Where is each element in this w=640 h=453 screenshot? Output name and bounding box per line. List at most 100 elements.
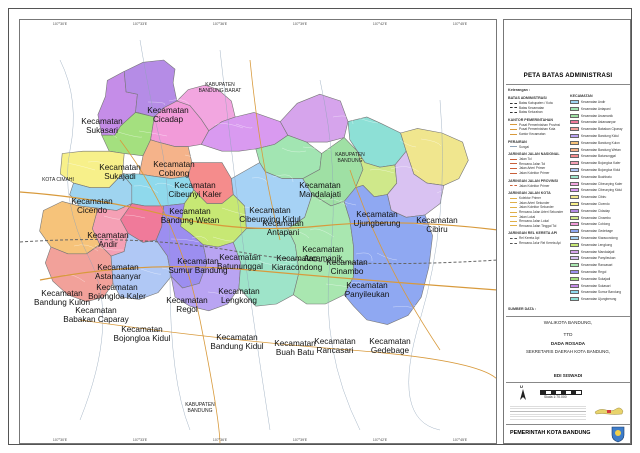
kecamatan-swatch-label: Kecamatan Cibeunying Kaler	[581, 181, 623, 186]
kelurahan-boundary	[242, 206, 272, 215]
kecamatan-word: Kecamatan	[276, 254, 318, 263]
kecamatan-label: Kecamatan Sukajadi	[99, 163, 140, 181]
kecamatan-word: Kecamatan	[326, 258, 368, 267]
kelurahan-boundary	[101, 327, 127, 332]
kecamatan-name: Sukasari	[86, 126, 118, 135]
kelurahan-boundary	[443, 275, 461, 284]
kecamatan-word: Kecamatan	[346, 281, 388, 290]
kecamatan-word: Kecamatan	[97, 263, 139, 272]
kecamatan-name: Bandung Wetan	[160, 216, 220, 225]
kecamatan-name: Cibiru	[426, 225, 448, 234]
kelurahan-boundary	[147, 101, 165, 106]
kelurahan-boundary	[369, 169, 395, 174]
legend-line-icon	[510, 225, 517, 227]
sekretaris-label: SEKRETARIS DAERAH KOTA BANDUNG,	[525, 349, 610, 354]
legend-row: Jalan Kolektor Sekunder	[510, 205, 554, 209]
coordinate-label: 107°45'E	[452, 22, 468, 26]
kecamatan-word: Kecamatan	[96, 283, 138, 292]
kecamatan-label: Kecamatan Regol	[166, 296, 207, 314]
kelurahan-boundary	[212, 236, 234, 242]
kelurahan-boundary	[339, 199, 357, 206]
kecamatan-name: Coblong	[158, 169, 190, 178]
legend-section-head: JARINGAN JALAN NASIONAL	[508, 152, 560, 157]
legend-line-icon	[510, 211, 517, 213]
kecamatan-name: Bandung Kidul	[210, 342, 264, 351]
map-sheet: 107°30'E 107°33'E 107°36'E 107°39'E 107°42'E…	[8, 8, 632, 445]
kecamatan-swatch-label: Kecamatan Panyileukan	[581, 256, 616, 261]
kecamatan-label: Kecamatan Bandung Kidul	[210, 333, 263, 351]
legend-line-icon	[510, 133, 517, 135]
kelurahan-boundary	[131, 295, 149, 306]
kelurahan-boundary	[221, 207, 247, 216]
external-region-label: KABUPATEN BANDUNG	[335, 152, 365, 164]
legend-panel: PETA BATAS ADMINISTRASI Keterangan : BAT…	[503, 19, 631, 444]
kecamatan-name: Antapani	[266, 228, 300, 237]
kelurahan-boundary	[94, 244, 124, 251]
kecamatan-swatch	[570, 297, 579, 302]
legend-row-label: Jalan Kolektor Primer	[519, 183, 550, 188]
legend-line-icon	[510, 129, 517, 131]
district-polygons	[39, 59, 483, 333]
kelurahan-boundary	[355, 252, 373, 262]
map-panel: 107°30'E 107°33'E 107°36'E 107°39'E 107°42'E…	[19, 19, 497, 444]
legend-row-label: Kolektor Primer	[519, 196, 541, 201]
kecamatan-word: Kecamatan	[369, 337, 411, 346]
river-line	[139, 39, 191, 431]
kelurahan-boundary	[66, 162, 96, 171]
kelurahan-boundary	[353, 115, 379, 124]
river-line	[59, 59, 104, 421]
legend-row: Jalan Arteri Sekunder	[510, 201, 549, 205]
kecamatan-swatch-label: Kecamatan Bandung Wetan	[581, 147, 621, 152]
kecamatan-word: Kecamatan	[41, 289, 83, 298]
kecamatan-swatch-label: Kecamatan Ujungberung	[581, 297, 617, 302]
coordinate-label: 107°33'E	[132, 22, 148, 26]
region-name: BANDUNG	[337, 158, 363, 164]
kecamatan-swatch	[570, 256, 579, 261]
kecamatan-swatch	[570, 127, 579, 132]
kecamatan-swatch	[570, 270, 579, 274]
river-line	[408, 99, 443, 431]
kecamatan-word: Kecamatan	[218, 287, 260, 296]
kecamatan-word: Kecamatan	[71, 197, 113, 206]
kelurahan-boundary	[281, 147, 307, 153]
coordinate-label: 107°42'E	[372, 438, 388, 442]
inset-map-icon	[594, 404, 624, 416]
kecamatan-label: Kecamatan Bandung Wetan	[161, 207, 220, 225]
road-line	[20, 191, 496, 231]
district-gedebage	[343, 185, 433, 325]
legend-row: Jalan Arteri Primer	[510, 166, 545, 170]
legend-row: Jalan Lokal	[510, 215, 535, 219]
kelurahan-boundary	[161, 267, 187, 274]
kecamatan-swatch	[570, 249, 579, 254]
kecamatan-swatch-label: Kecamatan Regol	[581, 270, 607, 274]
railway-line	[20, 239, 496, 265]
kecamatan-word: Kecamatan	[249, 206, 291, 215]
kecamatan-name: Buah Batu	[275, 348, 315, 357]
legend-row-label: Rencana Jalan Tol	[519, 161, 546, 166]
kecamatan-name: Rancasari	[316, 346, 354, 355]
kelurahan-boundary	[140, 268, 162, 275]
legend-line-icon	[510, 146, 517, 148]
kecamatan-word: Kecamatan	[274, 339, 316, 348]
kecamatan-name: Arcamanik	[303, 254, 343, 263]
kecamatan-swatch	[570, 229, 579, 234]
kecamatan-swatch	[570, 168, 579, 172]
signatory-name-1: DADA ROSADA	[550, 341, 586, 346]
kecamatan-swatch	[570, 222, 579, 227]
kelurahan-boundary	[295, 311, 313, 320]
legend-section-head: JARINGAN JALAN KOTA	[508, 191, 551, 196]
kecamatan-name: Babakan Caparay	[63, 315, 129, 324]
kecamatan-swatch	[570, 215, 579, 220]
legend-section-head: JARINGAN REL KERETA API	[508, 231, 558, 236]
kelurahan-boundary	[383, 85, 401, 92]
kecamatan-swatch	[570, 181, 579, 186]
legend-row-label: Batas Kecamatan	[519, 105, 545, 110]
kecamatan-name: Andir	[98, 240, 118, 249]
kecamatan-word: Kecamatan	[314, 337, 356, 346]
kelurahan-boundary	[265, 93, 291, 102]
kecamatan-name: Mandalajati	[299, 190, 341, 199]
signatory-name-2: EDI SISWADI	[553, 373, 583, 378]
legend-row: Kolektor Primer	[510, 196, 541, 200]
kecamatan-swatch-label: Kecamatan Cinambo	[581, 215, 611, 220]
divider	[506, 316, 630, 317]
